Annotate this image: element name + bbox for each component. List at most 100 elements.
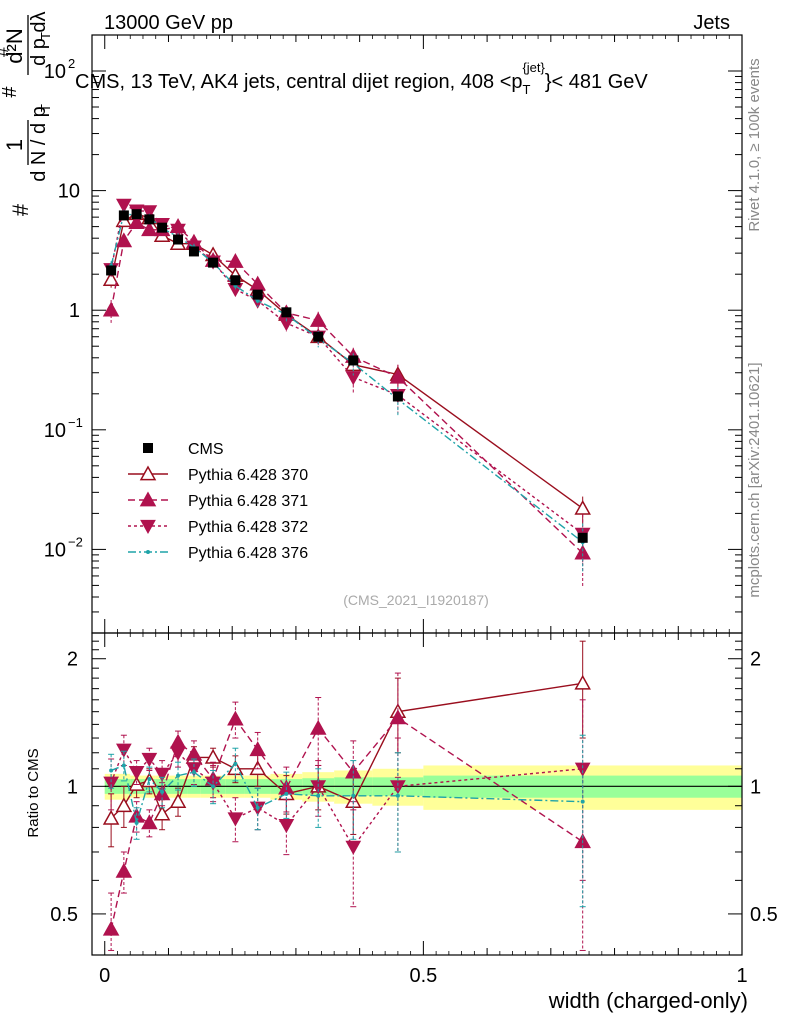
- svg-text:d p: d p: [28, 38, 50, 66]
- svg-text:d N / d p: d N / d p: [28, 106, 50, 182]
- y-axis-label-main: # 1 d N / d p T # d²N d p T dλ #: [0, 11, 53, 216]
- data-point: [313, 331, 324, 342]
- y-tick-label: 10: [58, 181, 80, 203]
- ratio-point: [102, 920, 120, 936]
- data-point: [252, 289, 263, 300]
- ratio-point: [211, 784, 216, 789]
- ratio-point: [284, 791, 289, 796]
- legend-marker: [146, 550, 150, 554]
- ratio-point: [389, 709, 407, 725]
- ratio-point: [233, 761, 238, 766]
- ratio-point: [102, 809, 120, 825]
- y-axis-label-ratio: Ratio to CMS: [25, 748, 42, 837]
- ratio-point: [278, 819, 295, 834]
- ratio-point: [316, 793, 321, 798]
- svg-text:dλ: dλ: [28, 11, 50, 32]
- legend-label: Pythia 6.428 372: [188, 519, 308, 536]
- ratio-point: [128, 775, 145, 791]
- data-point: [281, 307, 292, 318]
- ratio-point: [574, 674, 591, 690]
- ratio-point: [169, 793, 187, 809]
- ratio-point: [351, 793, 356, 798]
- series-line-1: [110, 221, 584, 554]
- svg-text:#: #: [0, 86, 21, 98]
- series-point: [128, 214, 145, 229]
- series-point: [116, 198, 132, 213]
- legend-label: Pythia 6.428 376: [188, 545, 308, 562]
- ratio-panel: 0 0.5 1 0.5 0.5 1 1 2 2: [50, 632, 778, 987]
- ratio-y-tick-label: 0.5: [50, 904, 78, 926]
- ratio-point: [141, 752, 158, 768]
- ratio-point: [227, 710, 244, 726]
- svg-text:T: T: [38, 32, 53, 40]
- y-tick-exponent: −1: [68, 415, 83, 430]
- series-point: [141, 205, 158, 220]
- ratio-point: [249, 741, 266, 757]
- legend: CMS Pythia 6.428 370 Pythia 6.428 371 Pythi…: [128, 441, 308, 562]
- ratio-point: [345, 840, 362, 855]
- ratio-point: [170, 746, 186, 761]
- series-point: [115, 232, 133, 248]
- ratio-point: [134, 820, 139, 825]
- legend-marker: [139, 491, 157, 507]
- series-point: [574, 499, 591, 515]
- legend-label: Pythia 6.428 370: [188, 467, 308, 484]
- legend-label: CMS: [188, 441, 224, 458]
- svg-text:#: #: [8, 203, 33, 216]
- ratio-point: [580, 799, 585, 804]
- ratio-point: [115, 797, 133, 813]
- data-point: [188, 246, 199, 257]
- data-point: [208, 257, 219, 268]
- ratio-point: [116, 743, 132, 758]
- y-tick-exponent: 2: [68, 56, 75, 71]
- data-point: [131, 209, 142, 220]
- title-sup: {jet}: [522, 60, 545, 75]
- x-axis-label: width (charged-only): [548, 988, 748, 1013]
- ratio-point: [153, 805, 171, 821]
- svg-text:1: 1: [2, 139, 27, 151]
- series-point: [102, 301, 120, 317]
- chart-title: CMS, 13 TeV, AK4 jets, central dijet reg…: [75, 60, 648, 97]
- ratio-point: [227, 812, 244, 827]
- ratio-point: [147, 777, 152, 782]
- ratio-point: [191, 770, 196, 775]
- series-point: [102, 271, 120, 287]
- series-point: [141, 221, 158, 237]
- series-point: [278, 317, 295, 332]
- ratio-point: [176, 773, 181, 778]
- legend-marker-cms: [143, 443, 153, 453]
- header-right: Jets: [693, 12, 730, 34]
- y-tick-label: 10: [44, 420, 66, 442]
- title-sub: T: [523, 82, 531, 97]
- data-point: [230, 275, 241, 286]
- svg-text:#: #: [0, 47, 12, 57]
- ratio-y-tick-label-right: 2: [750, 649, 761, 671]
- ratio-point: [255, 805, 260, 810]
- ratio-y-tick-label: 2: [67, 649, 78, 671]
- ratio-point: [160, 789, 165, 794]
- ratio-frame: [91, 632, 743, 956]
- legend-marker: [140, 519, 156, 535]
- data-point: [348, 355, 359, 366]
- ratio-point: [109, 768, 114, 773]
- svg-text:T: T: [38, 104, 53, 112]
- legend-marker: [139, 465, 157, 481]
- data-point: [144, 214, 155, 225]
- data-point: [173, 234, 184, 245]
- data-point: [106, 265, 117, 276]
- ratio-point: [185, 745, 203, 761]
- legend-label: Pythia 6.428 371: [188, 493, 308, 510]
- x-tick-label: 1: [736, 965, 747, 987]
- ratio-y-tick-label-right: 1: [750, 776, 761, 798]
- series-point: [255, 298, 260, 303]
- series-line-3: [110, 213, 584, 543]
- series-point: [170, 223, 186, 238]
- mcplots-label: mcplots.cern.ch [arXiv:2401.10621]: [746, 362, 763, 597]
- ratio-y-tick-label: 1: [67, 776, 78, 798]
- ratio-point: [395, 793, 400, 798]
- ratio-point: [128, 766, 145, 781]
- header-left: 13000 GeV pp: [104, 12, 233, 34]
- title-main: CMS, 13 TeV, AK4 jets, central dijet reg…: [75, 71, 523, 93]
- series-point: [227, 253, 244, 268]
